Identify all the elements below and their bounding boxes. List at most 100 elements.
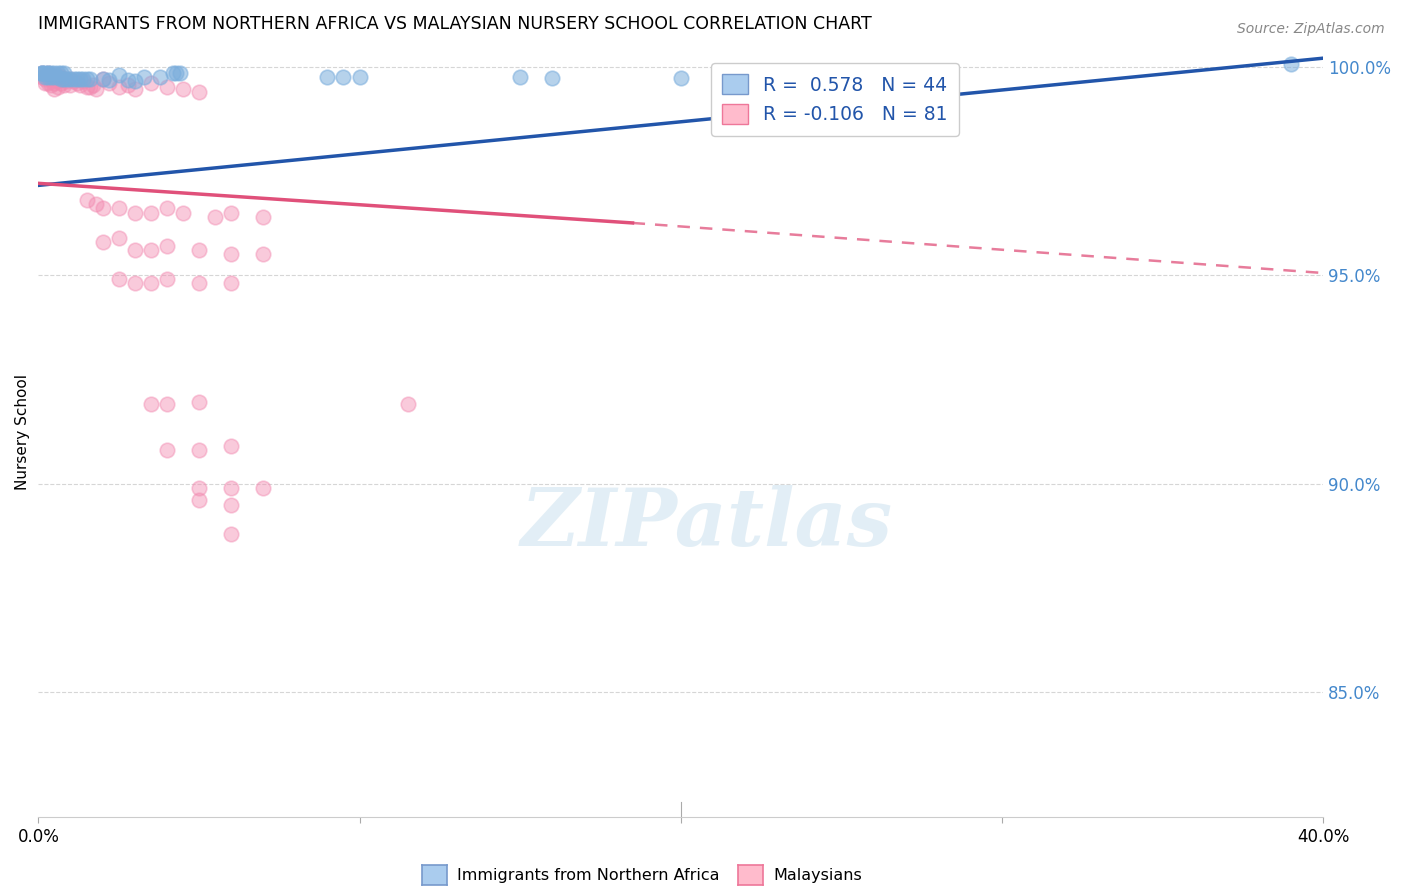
Y-axis label: Nursery School: Nursery School (15, 374, 30, 490)
Text: IMMIGRANTS FROM NORTHERN AFRICA VS MALAYSIAN NURSERY SCHOOL CORRELATION CHART: IMMIGRANTS FROM NORTHERN AFRICA VS MALAY… (38, 15, 872, 33)
Point (134, 70, 156, 84)
Point (124, 74, 146, 88)
Point (107, 272, 129, 286)
Point (66, 72, 89, 87)
Point (91, 202, 114, 216)
Point (139, 243, 162, 257)
Point (66, 76, 89, 90)
Point (139, 76, 162, 90)
Text: ZIPatlas: ZIPatlas (520, 485, 893, 563)
Point (187, 85, 209, 99)
Point (252, 210, 274, 224)
Point (187, 243, 209, 257)
Point (72, 72, 94, 87)
Point (98, 76, 121, 90)
Point (187, 277, 209, 291)
Point (162, 66, 184, 80)
Point (39, 66, 62, 80)
Point (34, 72, 56, 87)
Point (37, 66, 59, 80)
Point (44, 70, 66, 84)
Point (49, 76, 72, 90)
Point (156, 239, 179, 253)
Point (156, 202, 179, 216)
Text: Malaysians: Malaysians (773, 868, 862, 882)
Point (172, 205, 194, 219)
Point (37, 70, 59, 84)
Point (204, 210, 226, 224)
Point (31, 66, 53, 80)
Point (91, 72, 114, 87)
Point (46, 70, 69, 84)
Point (34, 76, 56, 90)
Point (56, 74, 79, 88)
Point (139, 277, 162, 291)
Point (44, 70, 66, 84)
Point (219, 205, 242, 219)
Point (44, 66, 66, 80)
Point (107, 80, 129, 95)
Point (46, 74, 69, 88)
Point (62, 72, 84, 87)
Point (1279, 57, 1302, 71)
Point (396, 397, 419, 411)
Point (107, 68, 129, 82)
Point (37, 76, 59, 90)
Point (49, 72, 72, 87)
Point (124, 243, 146, 257)
Point (124, 205, 146, 219)
Point (31, 66, 53, 80)
Point (39, 70, 62, 84)
Point (541, 71, 564, 86)
Point (332, 70, 354, 84)
Point (69, 78, 91, 93)
Point (69, 72, 91, 87)
Point (84, 82, 107, 96)
Point (219, 277, 242, 291)
Point (76, 193, 98, 207)
Point (39, 68, 62, 82)
Point (34, 66, 56, 80)
Point (316, 70, 339, 84)
Point (349, 70, 371, 84)
Point (53, 72, 76, 87)
Point (117, 73, 139, 87)
Text: Source: ZipAtlas.com: Source: ZipAtlas.com (1237, 22, 1385, 37)
Point (219, 498, 242, 512)
Point (62, 74, 84, 88)
Point (37, 70, 59, 84)
Point (49, 66, 72, 80)
Point (46, 66, 69, 80)
Point (79, 72, 101, 87)
Point (124, 277, 146, 291)
Point (669, 71, 692, 86)
Point (156, 272, 179, 286)
Point (53, 78, 76, 93)
Point (165, 66, 187, 80)
Point (44, 76, 66, 90)
Point (76, 80, 98, 95)
Point (84, 197, 107, 211)
Point (117, 78, 139, 93)
Point (72, 74, 94, 88)
Point (39, 72, 62, 87)
Point (31, 70, 53, 84)
Point (509, 70, 531, 84)
Point (59, 78, 82, 93)
Point (139, 397, 162, 411)
Point (31, 66, 53, 80)
Point (76, 72, 98, 87)
Point (252, 247, 274, 261)
Point (31, 66, 53, 80)
Point (107, 230, 129, 244)
Point (59, 72, 82, 87)
Point (79, 80, 101, 95)
Point (252, 481, 274, 495)
Point (219, 526, 242, 541)
Point (156, 397, 179, 411)
Point (91, 235, 114, 249)
Point (46, 68, 69, 82)
Point (37, 66, 59, 80)
Point (172, 82, 194, 96)
Point (44, 82, 66, 96)
